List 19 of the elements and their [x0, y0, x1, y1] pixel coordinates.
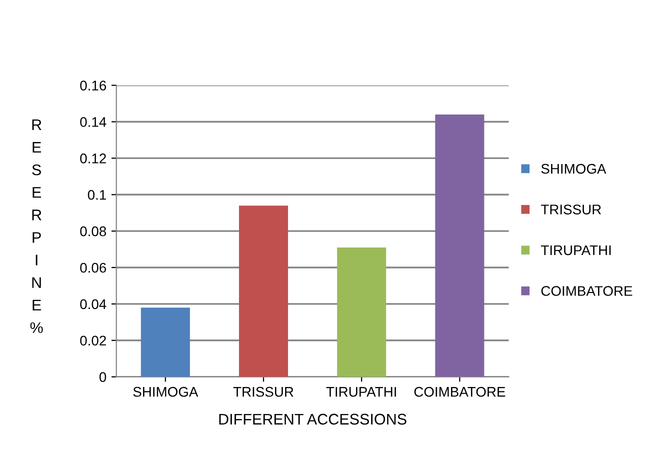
y-tick-label: 0.06	[80, 262, 106, 273]
x-axis-title: DIFFERENT ACCESSIONS	[219, 414, 406, 425]
legend-label: SHIMOGA	[541, 164, 606, 174]
y-tick-label: 0.16	[80, 80, 106, 90]
y-tick-label: 0.02	[80, 336, 106, 346]
legend-label: TIRUPATHI	[540, 245, 611, 256]
y-tick-label: 0.1	[88, 190, 106, 200]
y-tick-label: 0.08	[80, 226, 106, 236]
x-tick-label: SHIMOGA	[133, 386, 198, 397]
text: RESERPINE%	[30, 120, 43, 334]
y-tick-label: 0	[99, 372, 106, 382]
legend-label: TRISSUR	[540, 204, 601, 214]
x-tick-label: TIRUPATHI	[326, 387, 396, 397]
y-tick-label: 0.14	[80, 117, 106, 127]
x-tick-label: TRISSUR	[233, 386, 294, 397]
legend-label: COIMBATORE	[541, 286, 632, 296]
y-tick-label: 0.12	[80, 154, 106, 164]
y-tick-label: 0.04	[80, 299, 106, 310]
x-tick-label: COIMBATORE	[414, 386, 506, 397]
